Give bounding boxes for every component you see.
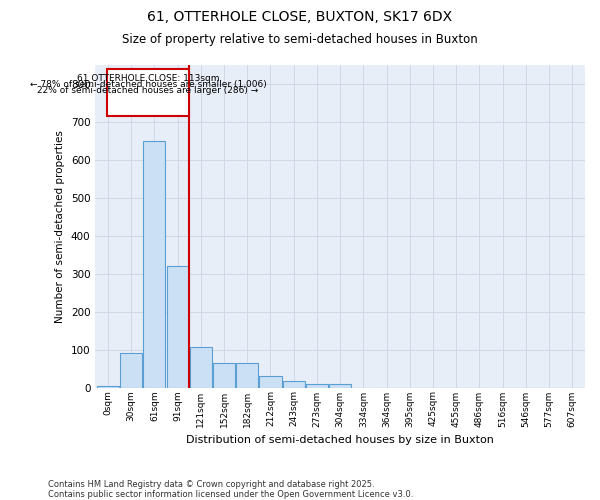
Bar — [213, 363, 235, 388]
Text: Contains HM Land Registry data © Crown copyright and database right 2025.: Contains HM Land Registry data © Crown c… — [48, 480, 374, 489]
Bar — [143, 141, 166, 388]
Bar — [167, 266, 188, 388]
Bar — [97, 386, 119, 388]
Y-axis label: Number of semi-detached properties: Number of semi-detached properties — [55, 130, 65, 322]
Text: 22% of semi-detached houses are larger (286) →: 22% of semi-detached houses are larger (… — [37, 86, 259, 95]
FancyBboxPatch shape — [107, 69, 189, 116]
Bar — [120, 352, 142, 388]
Text: 61, OTTERHOLE CLOSE, BUXTON, SK17 6DX: 61, OTTERHOLE CLOSE, BUXTON, SK17 6DX — [148, 10, 452, 24]
Text: Contains public sector information licensed under the Open Government Licence v3: Contains public sector information licen… — [48, 490, 413, 499]
Bar — [329, 384, 351, 388]
Bar — [306, 384, 328, 388]
Text: Size of property relative to semi-detached houses in Buxton: Size of property relative to semi-detach… — [122, 32, 478, 46]
Text: 61 OTTERHOLE CLOSE: 113sqm: 61 OTTERHOLE CLOSE: 113sqm — [77, 74, 219, 83]
Bar — [283, 380, 305, 388]
Bar — [236, 363, 258, 388]
Text: ← 78% of semi-detached houses are smaller (1,006): ← 78% of semi-detached houses are smalle… — [29, 80, 266, 89]
Bar — [259, 376, 281, 388]
Bar — [190, 346, 212, 388]
X-axis label: Distribution of semi-detached houses by size in Buxton: Distribution of semi-detached houses by … — [186, 435, 494, 445]
